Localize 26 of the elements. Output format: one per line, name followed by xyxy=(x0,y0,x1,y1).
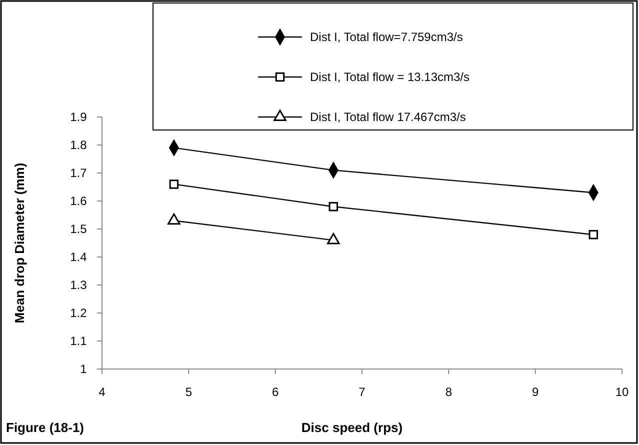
y-tick-label: 1.2 xyxy=(70,306,88,320)
x-tick-label: 7 xyxy=(358,385,366,400)
x-tick-label: 10 xyxy=(615,385,629,400)
y-tick-label: 1.6 xyxy=(70,194,88,208)
point xyxy=(169,180,179,189)
x-axis-title: Disc speed (rps) xyxy=(301,420,403,435)
text: Figure (18-1) xyxy=(6,420,84,435)
x-tick-label: 9 xyxy=(532,385,539,400)
y-tick-label: 1.7 xyxy=(70,166,88,180)
legend-label: Dist I, Total flow 17.467cm3/s xyxy=(310,110,466,124)
y-tick-label: 1 xyxy=(80,362,88,376)
y-tick-label: 1.8 xyxy=(70,138,88,152)
x-tick-label: 6 xyxy=(272,385,279,400)
legend-label: Dist I, Total flow = 13.13cm3/s xyxy=(310,70,470,84)
y-tick-label: 1.9 xyxy=(70,110,88,124)
point xyxy=(328,202,338,212)
x-tick-label: 5 xyxy=(185,385,192,400)
x-tick-label: 8 xyxy=(445,385,452,400)
y-tick-label: 1.5 xyxy=(70,222,88,236)
y-tick-label: 1.1 xyxy=(70,334,88,348)
y-tick-label: 1.3 xyxy=(70,278,88,292)
x-tick-label: 4 xyxy=(98,385,106,400)
legend-label: Dist I, Total flow=7.759cm3/s xyxy=(310,30,463,44)
y-axis-title: Mean drop Diameter (mm) xyxy=(12,162,27,324)
y-tick-label: 1.4 xyxy=(70,250,88,264)
point xyxy=(588,230,598,240)
